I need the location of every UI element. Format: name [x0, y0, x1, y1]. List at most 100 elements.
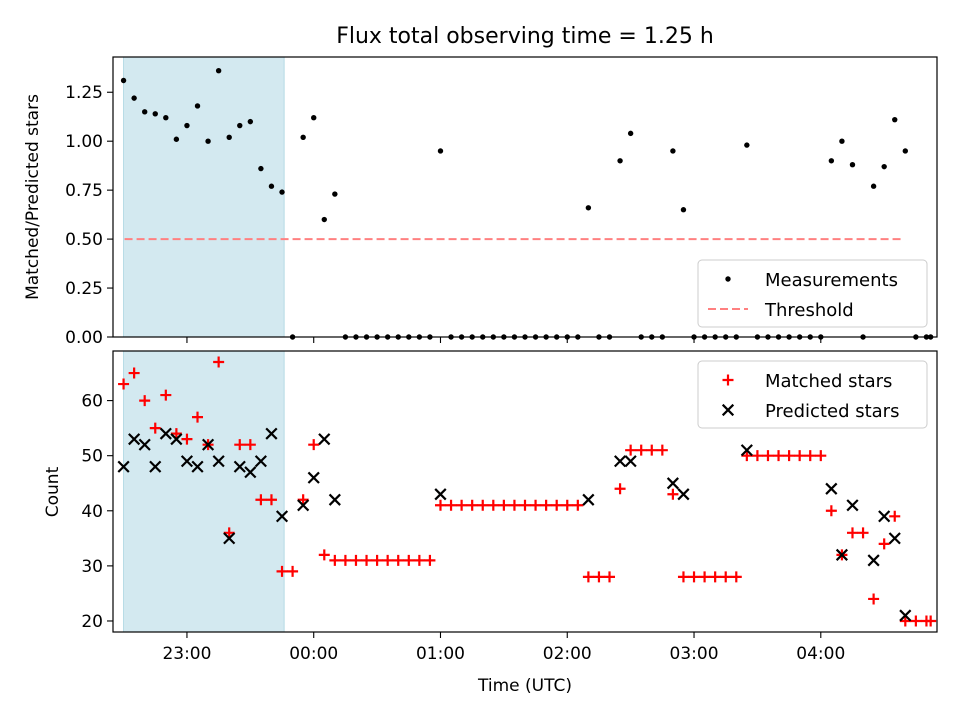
- data-point: [846, 527, 858, 539]
- data-point: [149, 460, 162, 473]
- data-point: [194, 103, 201, 109]
- legend-box: [697, 259, 928, 328]
- data-point: [881, 163, 887, 170]
- data-point: [308, 439, 320, 451]
- x-tick-label: 23:00: [162, 644, 211, 664]
- data-point: [181, 433, 193, 445]
- legend-swatch: [722, 374, 734, 386]
- y-tick-label: 30: [81, 557, 103, 577]
- data-point: [680, 207, 687, 213]
- chart-title: Flux total observing time = 1.25 h: [336, 24, 714, 49]
- data-point: [237, 122, 243, 129]
- data-point: [709, 571, 721, 583]
- data-point: [371, 554, 383, 566]
- data-point: [624, 455, 637, 468]
- data-point: [170, 428, 182, 440]
- data-point: [593, 571, 605, 583]
- data-point: [530, 499, 542, 511]
- data-point: [617, 158, 623, 164]
- y-tick-label: 1.25: [65, 83, 103, 103]
- data-point: [297, 499, 310, 512]
- data-point: [180, 455, 194, 468]
- ratio-axes-frame: [112, 56, 938, 338]
- data-point: [892, 116, 898, 123]
- data-point: [614, 483, 626, 495]
- data-point: [318, 433, 331, 446]
- data-point: [835, 548, 849, 561]
- data-point: [265, 427, 278, 440]
- data-point: [213, 356, 225, 368]
- ratio-panel: 0.00 0.25 0.50 0.75 1.00 1.25 Flux total obse…: [23, 24, 938, 348]
- data-point: [762, 450, 774, 462]
- data-point: [878, 510, 891, 523]
- data-point: [152, 111, 158, 117]
- x-axis-label: Time (UTC): [477, 676, 572, 696]
- data-point: [233, 460, 246, 473]
- data-point: [192, 411, 204, 423]
- matched-stars-series: [118, 356, 937, 627]
- data-point: [437, 148, 444, 154]
- ratio-y-axis-label: Matched/Predicted stars: [23, 94, 43, 300]
- data-point: [666, 477, 679, 490]
- data-point: [699, 571, 711, 583]
- data-point: [276, 565, 288, 577]
- data-point: [223, 532, 236, 545]
- data-point: [667, 488, 679, 500]
- legend-swatch: [721, 403, 735, 417]
- count-y-axis-label: Count: [43, 466, 63, 517]
- data-point: [585, 205, 592, 211]
- data-point: [149, 422, 161, 434]
- data-point: [307, 471, 320, 484]
- count-legend: Matched stars Predicted stars: [697, 360, 928, 429]
- x-tick-label: 04:00: [796, 644, 845, 664]
- data-point: [321, 216, 327, 223]
- data-point: [878, 538, 890, 550]
- data-point: [794, 450, 806, 462]
- data-point: [424, 554, 436, 566]
- data-point: [191, 460, 204, 473]
- data-point: [498, 499, 510, 511]
- observing-window-span: [123, 56, 285, 338]
- data-point: [328, 493, 341, 506]
- data-point: [477, 499, 489, 511]
- data-point: [139, 395, 151, 407]
- data-point: [677, 488, 690, 501]
- y-tick-label: 0.00: [65, 328, 103, 348]
- data-point: [392, 554, 404, 566]
- data-point: [205, 138, 211, 144]
- count-axes-frame: [112, 350, 938, 633]
- y-tick-label: 50: [81, 447, 103, 467]
- data-point: [215, 68, 222, 74]
- data-point: [868, 593, 880, 605]
- data-point: [287, 565, 299, 577]
- y-tick-label: 1.00: [65, 132, 103, 152]
- data-point: [131, 95, 137, 101]
- data-point: [751, 450, 763, 462]
- data-point: [825, 482, 838, 495]
- data-point: [160, 389, 172, 401]
- data-point: [247, 118, 254, 125]
- data-point: [773, 450, 785, 462]
- data-point: [925, 615, 937, 627]
- data-point: [744, 142, 750, 148]
- data-point: [128, 433, 141, 446]
- data-point: [625, 444, 637, 456]
- y-tick-label: 0.50: [65, 230, 103, 250]
- data-point: [434, 488, 447, 501]
- data-point: [403, 554, 415, 566]
- data-point: [311, 114, 317, 121]
- data-point: [120, 77, 127, 84]
- count-panel: 20 30 40 50 60 23:00 00:00 01:00 02:00 03:00 04:00…: [43, 350, 938, 696]
- legend-box: [697, 360, 928, 429]
- data-point: [332, 191, 338, 197]
- y-tick-label: 0.25: [65, 279, 103, 299]
- data-point: [902, 148, 909, 154]
- data-point: [846, 499, 859, 512]
- data-point: [670, 148, 676, 154]
- data-point: [572, 499, 584, 511]
- ratio-legend: Measurements Threshold: [697, 259, 928, 328]
- y-tick-label: 40: [81, 502, 103, 522]
- data-point: [141, 109, 148, 115]
- data-point: [184, 122, 190, 129]
- data-point: [783, 450, 795, 462]
